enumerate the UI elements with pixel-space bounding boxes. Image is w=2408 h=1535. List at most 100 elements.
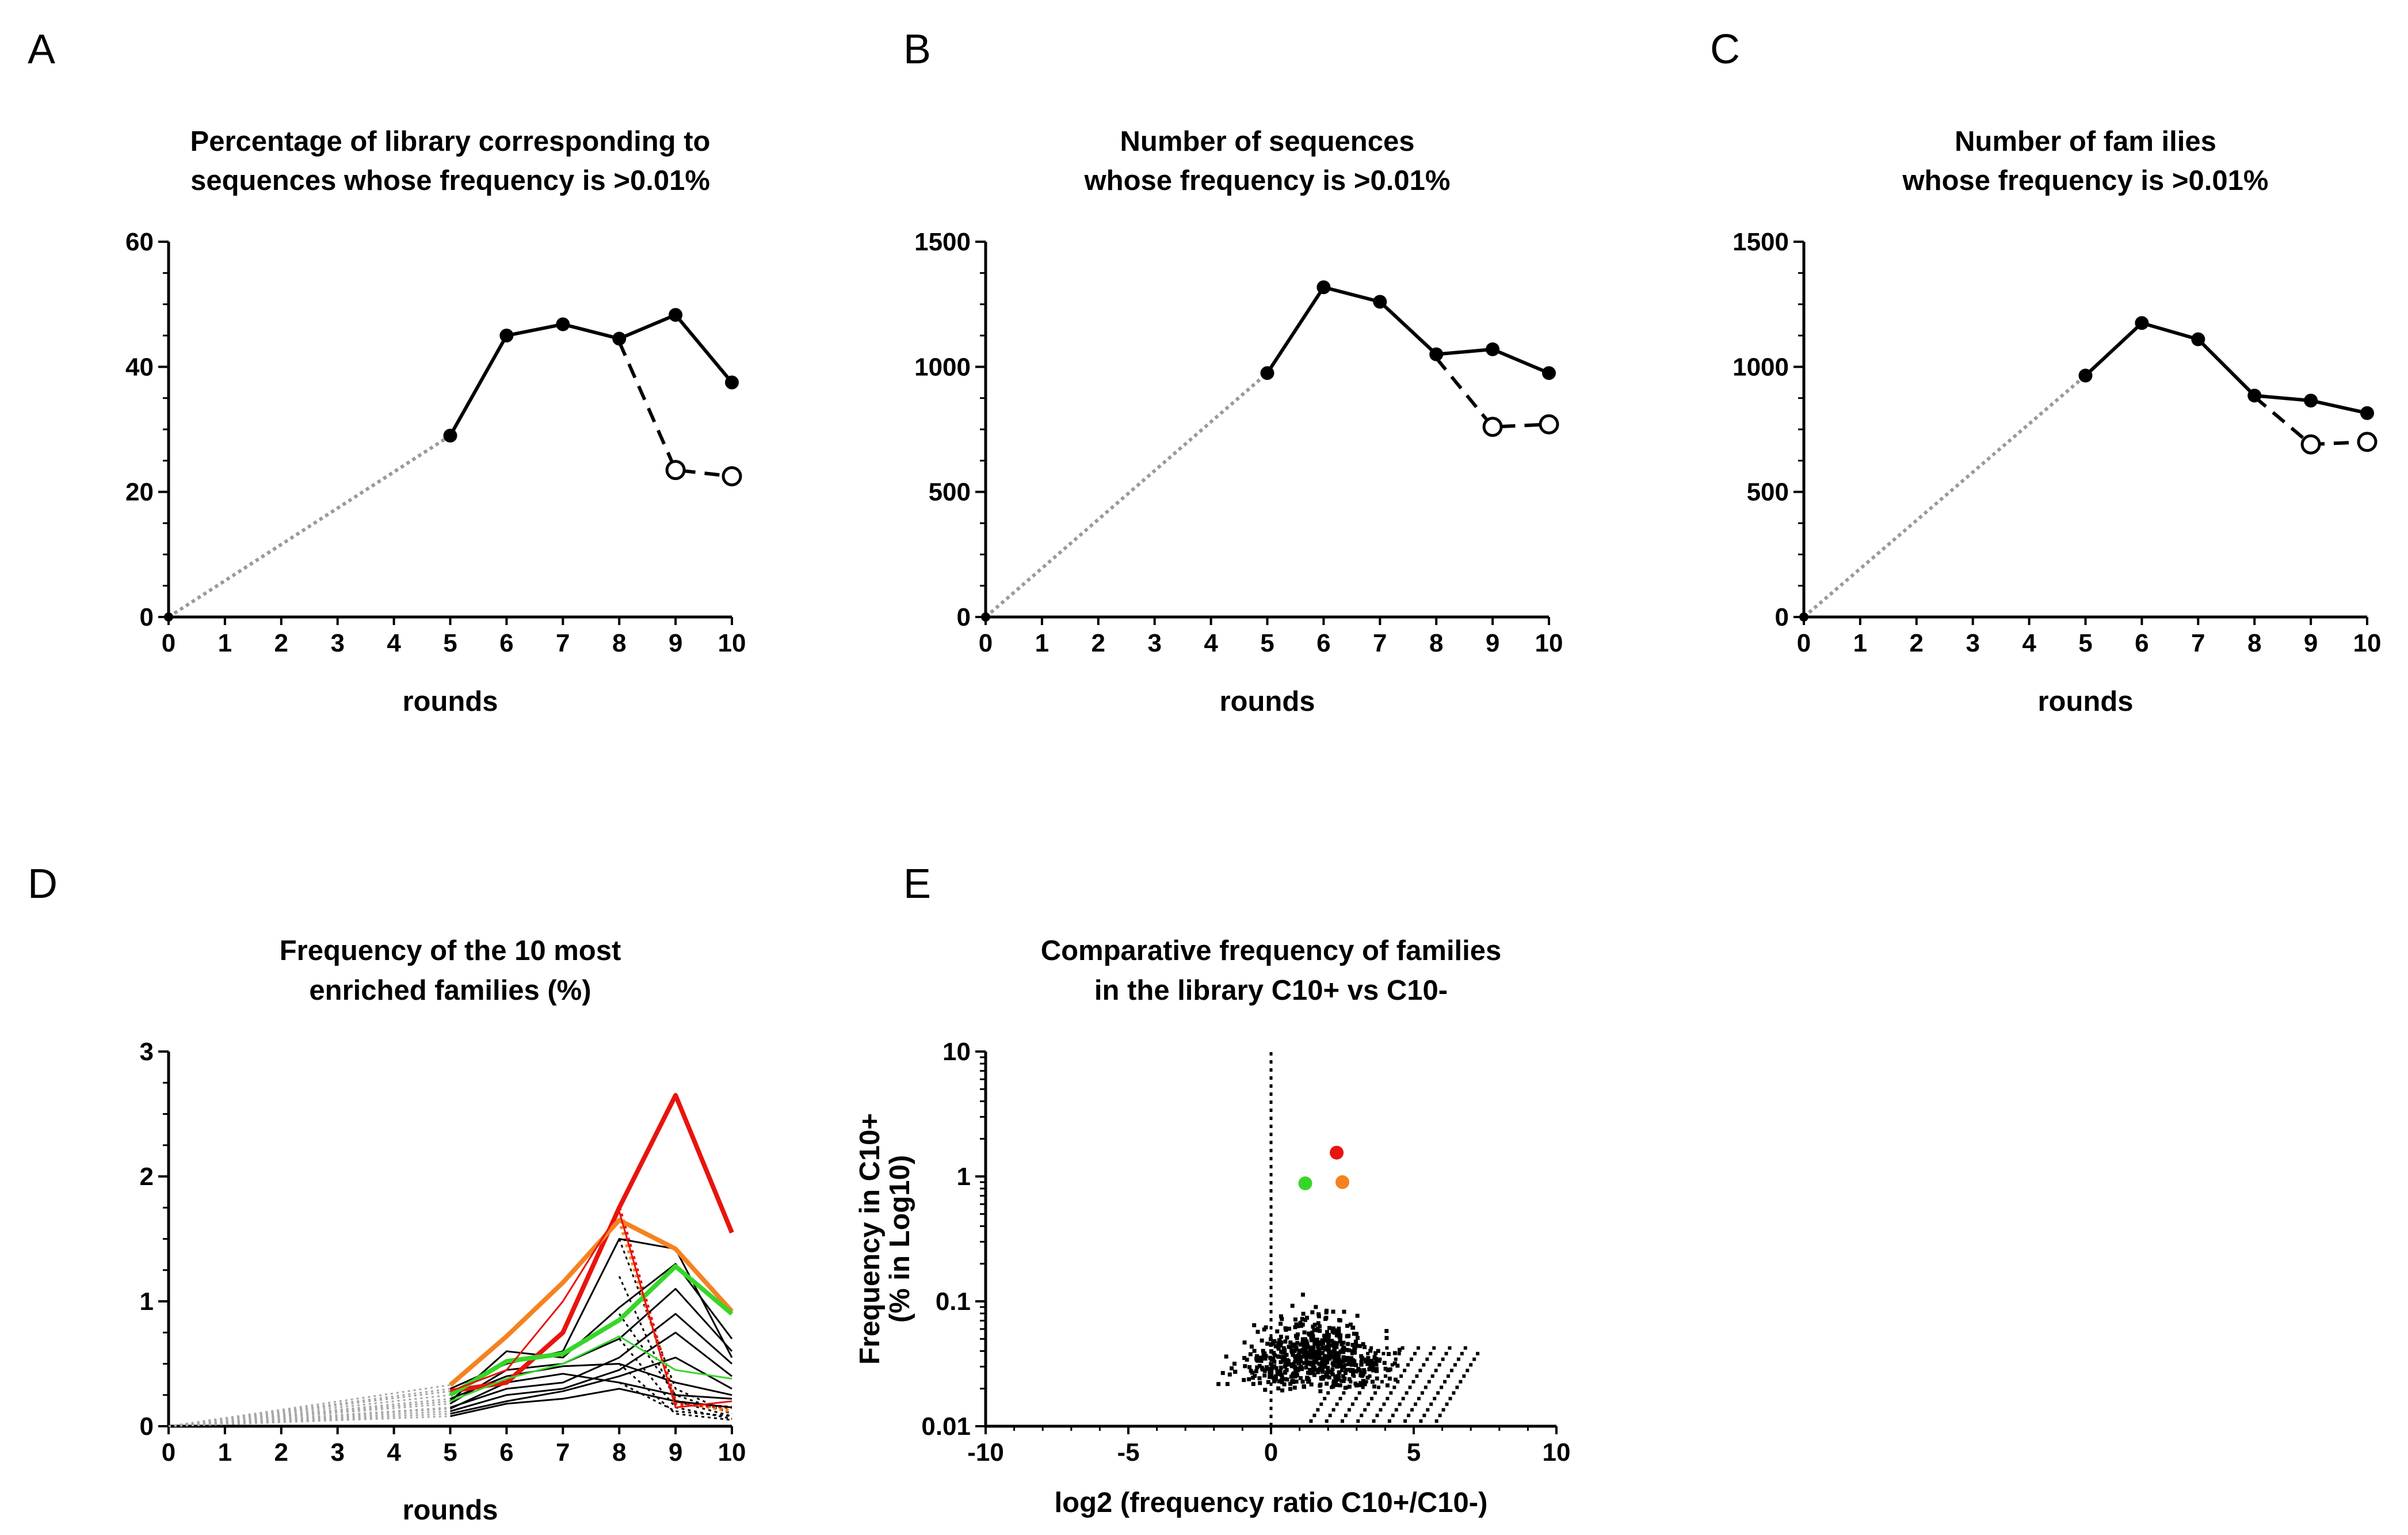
family-point (1408, 1385, 1412, 1389)
family-point (1459, 1380, 1463, 1384)
family-point (1361, 1385, 1365, 1389)
family-point (1297, 1357, 1302, 1362)
family-point (1323, 1396, 1327, 1400)
family-point (1354, 1331, 1359, 1336)
family-point (1309, 1335, 1314, 1340)
family-point (1284, 1363, 1288, 1368)
family-point (1311, 1353, 1316, 1358)
family-point (1280, 1380, 1284, 1385)
family-point (1265, 1342, 1270, 1346)
family-point (1360, 1414, 1364, 1418)
family-point (1376, 1385, 1380, 1389)
family-point (1323, 1334, 1328, 1339)
y-axis-label-line: (% in Log10) (884, 1155, 915, 1323)
panel-c-chart: Number of fam ilies whose frequency is >0… (1732, 126, 2381, 717)
family-point (1306, 1370, 1310, 1375)
family-point (1387, 1419, 1391, 1423)
family-point (1375, 1414, 1379, 1418)
family-point (1410, 1408, 1414, 1412)
family-point (1379, 1408, 1383, 1412)
family-point (1252, 1349, 1257, 1353)
family-point (1251, 1382, 1255, 1387)
family-point (1300, 1340, 1305, 1345)
series-c10-plus-point (1486, 342, 1500, 356)
family-drop-dotted-line (618, 1313, 732, 1415)
series-c10-minus-point (2357, 432, 2378, 452)
family-point (1378, 1357, 1382, 1361)
y-tick-label: 1 (140, 1288, 154, 1316)
family-point (1320, 1369, 1325, 1374)
chart-title-line: Comparative frequency of families (1041, 935, 1502, 966)
family-point (1410, 1357, 1414, 1361)
family-point (1448, 1396, 1452, 1400)
family-point (1367, 1367, 1372, 1372)
family-point (1302, 1330, 1307, 1335)
x-tick-label: 4 (387, 629, 401, 657)
chart-title-line: Number of fam ilies (1955, 126, 2216, 157)
family-point (1328, 1414, 1332, 1418)
family-extrapolation-line (168, 1397, 451, 1427)
family-point (1335, 1364, 1340, 1369)
family-point (1358, 1344, 1363, 1349)
y-tick-label: 0 (1775, 603, 1789, 631)
family-point (1472, 1357, 1476, 1361)
family-point (1355, 1313, 1360, 1318)
family-point (1332, 1330, 1337, 1335)
family-point (1401, 1396, 1405, 1400)
family-point (1366, 1356, 1371, 1361)
family-point (1230, 1366, 1234, 1370)
family-point (1309, 1362, 1314, 1367)
family-9-line (450, 1357, 732, 1415)
family-point (1283, 1377, 1288, 1381)
family-point (1376, 1349, 1380, 1353)
family-point (1359, 1363, 1363, 1367)
family-point (1287, 1344, 1291, 1349)
x-tick-label: 2 (274, 1438, 288, 1467)
family-point (1345, 1324, 1350, 1328)
family-point (1422, 1363, 1426, 1367)
family-point (1273, 1378, 1277, 1383)
family-point (1361, 1378, 1365, 1383)
x-tick-label: 0 (979, 629, 993, 657)
family-point (1352, 1331, 1356, 1336)
family-point (1308, 1347, 1312, 1352)
panel-d-chart: Frequency of the 10 most enriched familie… (140, 935, 746, 1526)
family-point (1292, 1365, 1297, 1369)
family-point (1357, 1368, 1362, 1373)
family-point (1306, 1343, 1310, 1348)
family-10-line (449, 1373, 732, 1410)
family-green-2-line (449, 1335, 732, 1402)
family-point (1341, 1340, 1346, 1345)
family-point (1349, 1380, 1353, 1384)
family-point (1311, 1349, 1315, 1354)
family-point (1269, 1362, 1273, 1366)
family-point (1361, 1342, 1365, 1346)
family-point (1337, 1370, 1341, 1375)
family-point (1326, 1337, 1330, 1342)
family-point (1330, 1385, 1334, 1389)
family-red-line (449, 1093, 734, 1394)
family-point (1280, 1317, 1284, 1321)
family-point (1280, 1388, 1285, 1393)
x-tick-label: 8 (612, 629, 626, 657)
family-point (1303, 1317, 1307, 1322)
series-extrapolation-line (984, 371, 1269, 619)
y-tick-label: 10 (942, 1038, 971, 1066)
family-point (1303, 1337, 1307, 1342)
family-point (1318, 1328, 1322, 1333)
family-extrapolation-line (168, 1415, 451, 1427)
family-point (1343, 1371, 1348, 1376)
family-point (1268, 1374, 1272, 1379)
family-point (1463, 1346, 1467, 1350)
family-point (1340, 1378, 1344, 1383)
family-point (1325, 1330, 1329, 1334)
family-point (1346, 1342, 1350, 1346)
family-point (1345, 1385, 1349, 1389)
family-point (1300, 1317, 1304, 1321)
family-point (1255, 1365, 1260, 1370)
family-point (1334, 1357, 1339, 1362)
family-point (1340, 1369, 1344, 1373)
y-tick-label: 0 (140, 1412, 154, 1441)
x-axis-label: rounds (2037, 686, 2133, 717)
